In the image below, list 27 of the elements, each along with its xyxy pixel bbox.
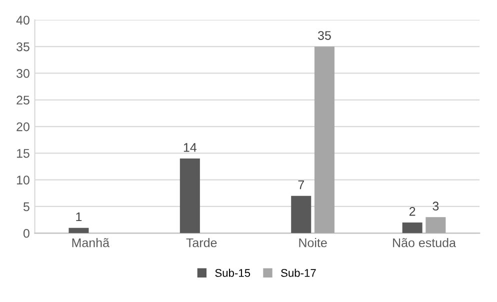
bar (180, 158, 200, 234)
bar (426, 217, 446, 234)
x-tick-label: Não estuda (393, 238, 456, 248)
y-tick-label: 30 (16, 69, 30, 78)
data-label: 1 (76, 212, 82, 222)
data-label: 3 (432, 202, 439, 211)
bar (68, 228, 89, 234)
x-tick-label: Tarde (186, 238, 217, 248)
bar (314, 46, 334, 234)
bar (291, 196, 312, 234)
y-tick-label: 20 (16, 122, 30, 132)
data-label: 35 (318, 31, 331, 40)
data-label: 2 (409, 206, 416, 216)
y-tick-label: 5 (23, 202, 30, 212)
bar (402, 222, 422, 234)
y-tick-label: 10 (16, 176, 30, 184)
data-label: 14 (184, 143, 197, 152)
legend-label: Sub-17 (281, 268, 316, 277)
y-tick-label: 0 (23, 228, 30, 238)
data-label: 7 (298, 180, 304, 190)
y-tick-label: 35 (16, 42, 30, 52)
x-tick-label: Manhã (72, 238, 110, 248)
legend-label: Sub-15 (215, 268, 250, 277)
x-tick-label: Noite (299, 238, 327, 248)
y-tick-label: 25 (16, 96, 30, 105)
y-tick-label: 40 (16, 16, 30, 25)
y-tick-label: 15 (16, 149, 30, 158)
